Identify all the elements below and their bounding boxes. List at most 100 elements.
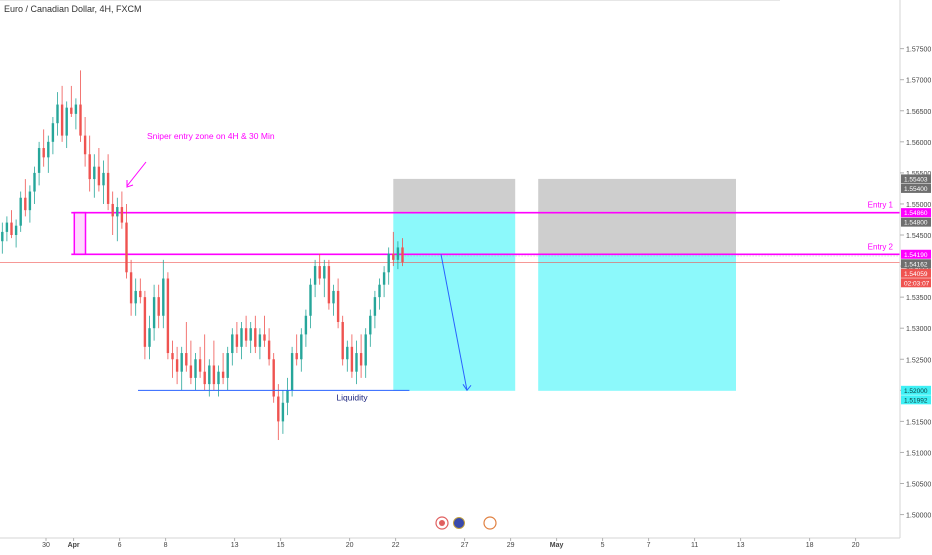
price-tick-label: 1.50000: [906, 513, 931, 520]
price-label-box: [901, 395, 931, 405]
horizontal-levels: Entry 1 Entry 2: [0, 201, 900, 263]
price-label-text: 1.55403: [904, 176, 928, 183]
candle-body: [373, 297, 377, 316]
time-tick-label: 13: [737, 542, 745, 549]
position-zones: [393, 178, 736, 391]
candle-body: [277, 396, 280, 422]
time-tick-label: 30: [42, 542, 50, 549]
event-earth-icon[interactable]: [453, 517, 465, 529]
candle-body: [263, 334, 266, 341]
candle-body: [240, 328, 243, 347]
time-tick-label: May: [550, 542, 564, 549]
candle-body: [249, 328, 252, 341]
candle-body: [272, 359, 275, 397]
candle-body: [309, 284, 312, 316]
price-tick-label: 1.51000: [906, 450, 931, 457]
price-label-text: 02:03:07: [904, 280, 930, 287]
candle-body: [244, 328, 248, 341]
candle-body: [79, 104, 82, 136]
candle-body: [37, 148, 41, 173]
candle-body: [217, 371, 220, 385]
price-tick-label: 1.55500: [906, 171, 931, 178]
time-tick-label: 29: [507, 542, 515, 549]
candle-body: [51, 123, 55, 142]
candle-body: [401, 247, 404, 263]
candle-body: [221, 371, 225, 378]
event-icons[interactable]: [435, 516, 497, 530]
price-label-text: 1.54860: [904, 210, 928, 217]
candle-body: [47, 141, 50, 158]
candle-body: [286, 390, 289, 403]
candle-body: [359, 353, 363, 366]
candle-body: [226, 353, 229, 378]
candle-body: [24, 197, 27, 211]
candle-body: [364, 334, 367, 366]
candle-body: [323, 266, 326, 279]
stop-zone-1: [393, 178, 516, 213]
candle-body: [208, 365, 211, 385]
candle-body: [346, 346, 349, 360]
event-news-icon[interactable]: [483, 516, 497, 530]
candle-body: [106, 172, 110, 204]
sniper-annotation: Sniper entry zone on 4H & 30 Min: [147, 131, 275, 141]
candle-body: [111, 203, 114, 217]
candle-body: [70, 107, 73, 114]
candle-body: [143, 297, 147, 347]
candle-body: [396, 247, 400, 260]
candle-body: [56, 104, 59, 124]
price-label-box: [901, 268, 931, 278]
candle-body: [341, 321, 344, 360]
price-tick-label: 1.56000: [906, 140, 931, 147]
candle-body: [189, 365, 193, 378]
candle-body: [295, 353, 298, 360]
target-zone-1: [393, 212, 516, 391]
price-tick-label: 1.51500: [906, 419, 931, 426]
price-label-box: [901, 249, 931, 259]
candle-body: [97, 166, 101, 186]
price-label-text: 1.51992: [904, 397, 928, 404]
price-label-box: [901, 208, 931, 218]
candle-body: [162, 278, 165, 316]
price-label-text: 1.52000: [904, 388, 928, 395]
candle-body: [134, 290, 137, 304]
candle-body: [355, 353, 358, 372]
price-tick-label: 1.54500: [906, 233, 931, 240]
price-axis[interactable]: 1.57500 1.57000 1.56500 1.56000 1.55500 1.550…: [899, 0, 931, 538]
candle-body: [327, 266, 331, 304]
candle-body: [304, 315, 308, 335]
candle-body: [83, 135, 87, 155]
candle-body: [1, 231, 4, 242]
candle-body: [93, 166, 96, 180]
time-tick-label: 22: [392, 542, 400, 549]
event-flag-dot-icon: [439, 520, 445, 526]
candle-body: [125, 222, 128, 273]
price-label-text: 1.54059: [904, 271, 928, 278]
candle-body: [185, 353, 188, 366]
candle-body: [88, 154, 91, 180]
candle-body: [116, 207, 119, 217]
price-label-text: 1.54190: [904, 252, 928, 259]
target-zone-2: [538, 254, 736, 391]
candle-body: [336, 290, 340, 322]
time-tick-label: 6: [118, 542, 122, 549]
candle-body: [129, 272, 133, 304]
candle-body: [65, 107, 68, 136]
candle-body: [139, 290, 142, 298]
time-tick-label: 27: [461, 542, 469, 549]
entry-2-line-label: Entry 2: [868, 242, 894, 251]
candle-body: [10, 222, 13, 236]
time-tick-label: 5: [601, 542, 605, 549]
candle-body: [194, 359, 197, 378]
candle-body: [180, 353, 183, 372]
liquidity-label: Liquidity: [336, 392, 368, 402]
candle-body: [281, 402, 285, 422]
symbol-title: Euro / Canadian Dollar, 4H, FXCM: [4, 4, 142, 14]
candle-body: [313, 266, 317, 285]
time-axis[interactable]: 30 Apr 6 8 13 15 20 22 27 29 May 5 7 11 13 18 20: [0, 537, 900, 549]
candle-body: [318, 266, 321, 279]
time-tick-label: 13: [231, 542, 239, 549]
candle-body: [392, 253, 395, 260]
projection-arrow: [440, 254, 468, 391]
